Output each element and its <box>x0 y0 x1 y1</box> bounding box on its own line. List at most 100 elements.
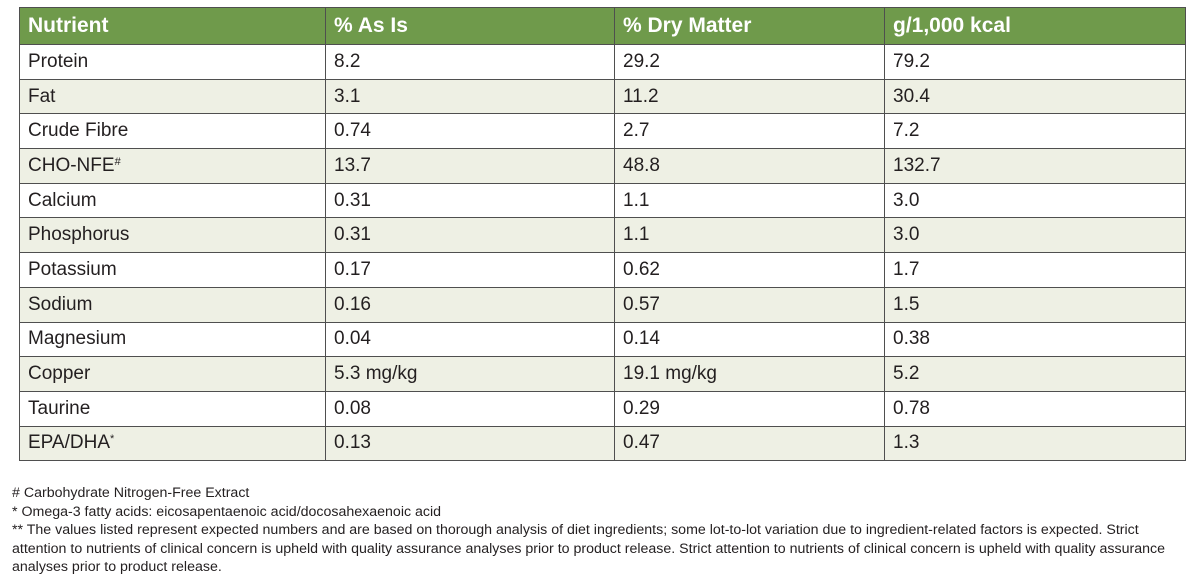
per-kcal-cell: 0.78 <box>884 390 1186 427</box>
as-is-text: 0.08 <box>334 397 371 419</box>
per-kcal-cell: 132.7 <box>884 148 1186 184</box>
nutrient-name-text: Potassium <box>28 258 117 280</box>
dry-matter-text: 29.2 <box>623 50 660 72</box>
per-kcal-cell: 0.38 <box>884 321 1186 358</box>
dry-matter-text: 0.29 <box>623 397 660 419</box>
as-is-cell: 0.74 <box>325 113 615 150</box>
as-is-cell: 0.17 <box>325 252 615 288</box>
per-kcal-cell: 1.5 <box>884 286 1186 323</box>
footnote-cho-nfe: # Carbohydrate Nitrogen-Free Extract <box>12 485 250 501</box>
dry-matter-text: 19.1 mg/kg <box>623 363 717 385</box>
dry-matter-cell: 19.1 mg/kg <box>614 356 885 392</box>
nutrient-name-text: Phosphorus <box>28 224 130 246</box>
nutrient-name-cell: Fat <box>19 78 326 115</box>
nutrient-name-cell: EPA/DHA* <box>19 425 326 462</box>
per-kcal-text: 7.2 <box>893 120 920 142</box>
as-is-text: 0.31 <box>334 189 371 211</box>
table-header: Nutrient % As Is % Dry Matter g/1,000 kc… <box>19 7 1186 45</box>
dry-matter-text: 11.2 <box>623 85 659 107</box>
table-row: Taurine 0.08 0.29 0.78 <box>19 390 1186 427</box>
nutrient-name-cell: Magnesium <box>19 321 326 358</box>
nutrient-name-cell: Taurine <box>19 390 326 427</box>
dry-matter-text: 1.1 <box>623 224 650 246</box>
as-is-text: 5.3 mg/kg <box>334 363 418 385</box>
per-kcal-cell: 5.2 <box>884 356 1186 392</box>
table-row: Phosphorus 0.31 1.1 3.0 <box>19 217 1186 254</box>
as-is-cell: 0.31 <box>325 182 615 219</box>
dry-matter-cell: 29.2 <box>614 44 885 80</box>
header-as-is: % As Is <box>325 7 615 45</box>
nutrient-name-cell: Calcium <box>19 182 326 219</box>
as-is-text: 0.13 <box>334 432 371 454</box>
table-row: EPA/DHA* 0.13 0.47 1.3 <box>19 425 1186 462</box>
header-dry-matter: % Dry Matter <box>614 7 885 45</box>
dry-matter-cell: 0.62 <box>614 252 885 288</box>
nutrient-name-text: CHO-NFE <box>28 154 115 176</box>
dry-matter-text: 0.47 <box>623 432 660 454</box>
nutrient-name-text: Copper <box>28 363 91 385</box>
nutrient-name-cell: Protein <box>19 44 326 80</box>
dry-matter-cell: 1.1 <box>614 182 885 219</box>
nutrient-name-cell: Crude Fibre <box>19 113 326 150</box>
as-is-cell: 0.08 <box>325 390 615 427</box>
dry-matter-text: 0.62 <box>623 258 660 280</box>
dry-matter-text: 1.1 <box>623 189 650 211</box>
table-row: Fat 3.1 11.2 30.4 <box>19 78 1186 115</box>
dry-matter-cell: 0.57 <box>614 286 885 323</box>
nutrient-name-cell: Potassium <box>19 252 326 288</box>
table-body: Protein 8.2 29.2 79.2 Fat 3.1 11.2 30.4 Crude F… <box>19 44 1186 462</box>
table-row: Protein 8.2 29.2 79.2 <box>19 44 1186 80</box>
dry-matter-cell: 0.14 <box>614 321 885 358</box>
header-nutrient: Nutrient <box>19 7 326 45</box>
dry-matter-text: 48.8 <box>623 154 660 176</box>
dry-matter-cell: 11.2 <box>614 78 885 115</box>
per-kcal-cell: 3.0 <box>884 182 1186 219</box>
nutrient-name-text: Sodium <box>28 293 93 315</box>
per-kcal-text: 1.7 <box>893 258 920 280</box>
per-kcal-cell: 1.3 <box>884 425 1186 462</box>
per-kcal-cell: 1.7 <box>884 252 1186 288</box>
per-kcal-cell: 7.2 <box>884 113 1186 150</box>
per-kcal-cell: 30.4 <box>884 78 1186 115</box>
nutrient-name-text: Protein <box>28 50 89 72</box>
table-row: Copper 5.3 mg/kg 19.1 mg/kg 5.2 <box>19 356 1186 392</box>
nutrient-name-cell: Sodium <box>19 286 326 323</box>
footnote-marker: # <box>114 155 121 168</box>
per-kcal-text: 3.0 <box>893 189 920 211</box>
per-kcal-cell: 79.2 <box>884 44 1186 80</box>
footnote-marker: * <box>110 433 115 446</box>
as-is-cell: 0.16 <box>325 286 615 323</box>
per-kcal-text: 3.0 <box>893 224 920 246</box>
per-kcal-text: 132.7 <box>893 154 941 176</box>
dry-matter-cell: 0.29 <box>614 390 885 427</box>
footnotes: # Carbohydrate Nitrogen-Free Extract * O… <box>12 484 1190 577</box>
nutrient-name-text: Calcium <box>28 189 97 211</box>
as-is-text: 3.1 <box>334 85 361 107</box>
per-kcal-text: 0.38 <box>893 328 930 350</box>
nutrient-name-text: Crude Fibre <box>28 120 129 142</box>
nutrient-name-text: Magnesium <box>28 328 127 350</box>
dry-matter-text: 0.14 <box>623 328 660 350</box>
dry-matter-text: 0.57 <box>623 293 660 315</box>
as-is-text: 13.7 <box>334 154 371 176</box>
dry-matter-text: 2.7 <box>623 120 650 142</box>
table-row: Calcium 0.31 1.1 3.0 <box>19 182 1186 219</box>
nutrient-name-cell: CHO-NFE# <box>19 148 326 184</box>
as-is-cell: 5.3 mg/kg <box>325 356 615 392</box>
table-row: Sodium 0.16 0.57 1.5 <box>19 286 1186 323</box>
per-kcal-text: 1.3 <box>893 432 920 454</box>
as-is-text: 0.31 <box>334 224 371 246</box>
per-kcal-text: 0.78 <box>893 397 930 419</box>
header-per-kcal: g/1,000 kcal <box>884 7 1186 45</box>
per-kcal-text: 79.2 <box>893 50 930 72</box>
table-row: Magnesium 0.04 0.14 0.38 <box>19 321 1186 358</box>
table-row: Crude Fibre 0.74 2.7 7.2 <box>19 113 1186 150</box>
per-kcal-cell: 3.0 <box>884 217 1186 254</box>
as-is-cell: 3.1 <box>325 78 615 115</box>
as-is-cell: 0.31 <box>325 217 615 254</box>
per-kcal-text: 5.2 <box>893 363 920 385</box>
nutrient-name-text: EPA/DHA <box>28 432 111 454</box>
as-is-text: 0.16 <box>334 293 371 315</box>
nutrient-name-cell: Copper <box>19 356 326 392</box>
